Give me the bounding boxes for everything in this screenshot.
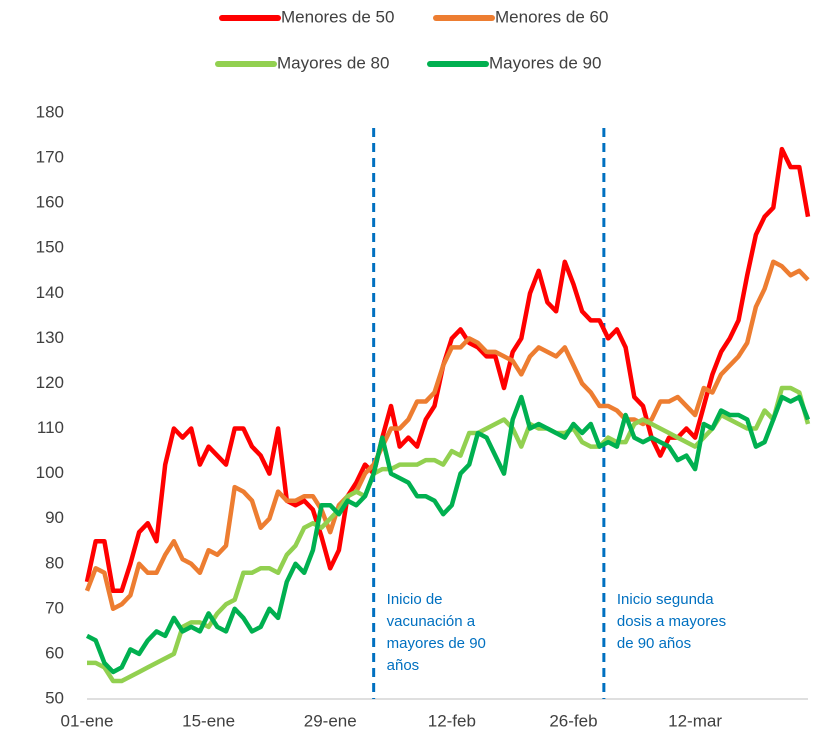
y-tick-label: 60 <box>45 643 64 662</box>
series-line <box>85 394 811 675</box>
x-tick-label: 26-feb <box>549 711 597 730</box>
y-tick-label: 50 <box>45 688 64 707</box>
x-tick-label: 29-ene <box>304 711 357 730</box>
y-tick-label: 130 <box>36 328 64 347</box>
annotation-text: de 90 años <box>617 635 691 652</box>
x-tick-label: 12-mar <box>668 711 722 730</box>
annotation-text: Inicio de <box>387 591 443 608</box>
annotation-text: mayores de 90 <box>387 635 486 652</box>
y-tick-label: 90 <box>45 508 64 527</box>
y-tick-label: 80 <box>45 553 64 572</box>
legend-label: Mayores de 90 <box>489 53 601 72</box>
annotation-text: años <box>387 657 420 674</box>
y-tick-label: 120 <box>36 373 64 392</box>
x-tick-label: 15-ene <box>182 711 235 730</box>
x-tick-label: 12-feb <box>428 711 476 730</box>
y-tick-label: 150 <box>36 238 64 257</box>
y-tick-label: 180 <box>36 102 64 121</box>
annotation-text: dosis a mayores <box>617 613 726 630</box>
y-tick-label: 140 <box>36 283 64 302</box>
series-line <box>84 259 810 612</box>
y-tick-label: 110 <box>37 418 64 437</box>
annotation-text: vacunación a <box>387 613 476 630</box>
x-tick-label: 01-ene <box>61 711 114 730</box>
legend-label: Menores de 60 <box>495 7 608 26</box>
y-tick-label: 70 <box>45 598 64 617</box>
y-tick-label: 160 <box>36 193 64 212</box>
legend-label: Mayores de 80 <box>277 53 389 72</box>
annotation-text: Inicio segunda <box>617 591 714 608</box>
series-line <box>84 146 811 594</box>
series-line <box>87 385 811 684</box>
legend-label: Menores de 50 <box>281 7 394 26</box>
y-tick-label: 100 <box>36 463 64 482</box>
y-tick-label: 170 <box>36 148 64 167</box>
